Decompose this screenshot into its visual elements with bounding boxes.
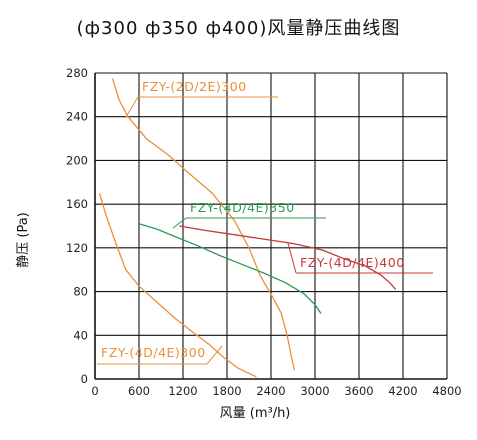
label-leader	[287, 242, 297, 274]
y-tick-label: 200	[66, 153, 88, 167]
x-tick-label: 1800	[212, 384, 241, 398]
series-label-4: FZY-(4D/4E)400	[300, 255, 405, 270]
y-tick-label: 240	[66, 110, 88, 124]
series-line-3	[138, 223, 322, 314]
x-axis-label: 风量 (m³/h)	[220, 406, 291, 421]
series-label-2: FZY-(4D/4E)300	[101, 345, 206, 360]
grid-lines	[94, 72, 448, 380]
series-label-1: FZY-(2D/2E)300	[142, 79, 247, 94]
y-tick-label: 0	[81, 372, 88, 386]
y-tick-label: 120	[66, 241, 88, 255]
series-line-2	[98, 193, 257, 378]
series-label-3: FZY-(4D/4E)350	[190, 200, 295, 215]
series-lines	[98, 78, 397, 378]
x-tick-label: 4800	[432, 384, 461, 398]
x-tick-label: 2400	[256, 384, 285, 398]
x-tick-label: 0	[91, 384, 98, 398]
x-tick-label: 3600	[344, 384, 373, 398]
y-tick-label: 280	[66, 66, 88, 80]
series-line-4	[179, 225, 397, 290]
y-axis-label: 静压 (Pa)	[16, 212, 31, 268]
x-tick-label: 4200	[388, 384, 417, 398]
y-tick-label: 40	[73, 328, 88, 342]
x-tick-label: 600	[128, 384, 150, 398]
axes: 0 600 1200 1800 2400 3000 3600 4200 4800 0 40 80 120…	[66, 66, 462, 398]
y-tick-label: 80	[73, 285, 88, 299]
chart-title: (ф300 ф350 ф400)风量静压曲线图	[76, 18, 401, 39]
x-tick-label: 3000	[300, 384, 329, 398]
x-tick-label: 1200	[168, 384, 197, 398]
series-labels: FZY-(2D/2E)300 FZY-(4D/4E)350 FZY-(4D/4E)4…	[97, 79, 433, 365]
label-leader	[172, 217, 187, 229]
y-tick-label: 160	[66, 197, 88, 211]
label-leader	[125, 96, 139, 118]
label-leader	[206, 345, 223, 365]
series-line-1	[111, 78, 296, 371]
